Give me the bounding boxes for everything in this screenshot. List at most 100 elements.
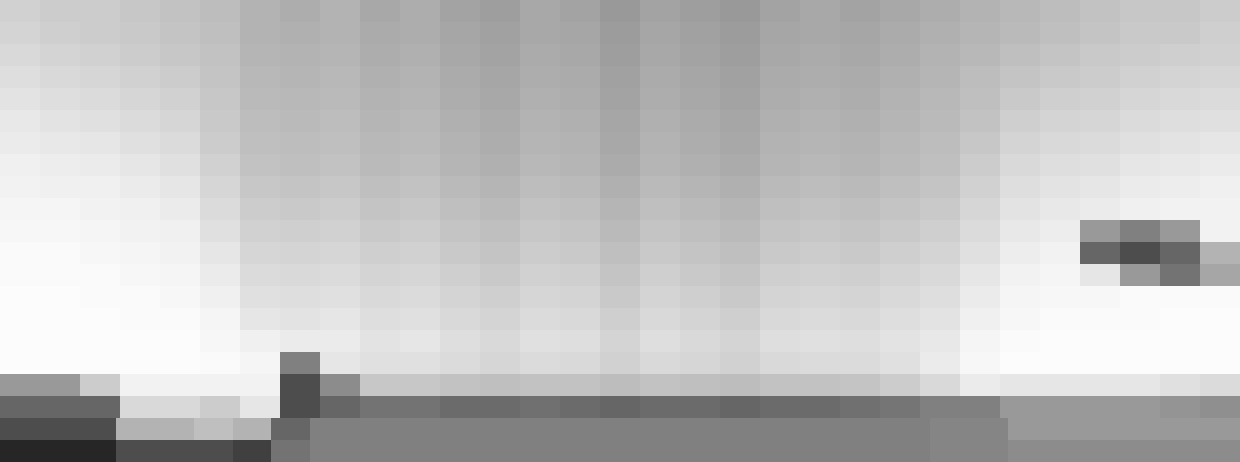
- cell: [0, 308, 41, 331]
- cell: [880, 264, 921, 287]
- cell: [120, 132, 161, 155]
- cell: [440, 110, 481, 133]
- cell: [600, 242, 641, 265]
- cell: [1120, 154, 1161, 177]
- cell: [560, 110, 601, 133]
- cell: [40, 242, 81, 265]
- cell: [720, 88, 761, 111]
- cell: [155, 418, 194, 441]
- cell: [1080, 374, 1121, 397]
- cell: [80, 66, 121, 89]
- cell: [1040, 44, 1081, 67]
- cell: [640, 198, 681, 221]
- cell: [320, 242, 361, 265]
- cell: [880, 176, 921, 199]
- cell: [80, 286, 121, 309]
- cell: [520, 220, 561, 243]
- cell: [40, 22, 81, 45]
- cell: [480, 308, 521, 331]
- cell: [440, 176, 481, 199]
- cell: [1040, 66, 1081, 89]
- cell: [760, 0, 801, 23]
- cell: [520, 22, 561, 45]
- cell: [1080, 286, 1121, 309]
- cell: [620, 440, 659, 462]
- cell: [240, 330, 281, 353]
- cell: [1120, 242, 1161, 265]
- cell: [640, 330, 681, 353]
- cell: [160, 88, 201, 111]
- cell: [560, 66, 601, 89]
- cell: [960, 132, 1001, 155]
- cell: [440, 22, 481, 45]
- cell: [720, 330, 761, 353]
- cell: [120, 308, 161, 331]
- cell: [960, 198, 1001, 221]
- cell: [680, 66, 721, 89]
- cell: [640, 374, 681, 397]
- cell: [280, 66, 321, 89]
- cell: [1200, 330, 1240, 353]
- cell: [600, 330, 641, 353]
- cell: [1200, 242, 1240, 265]
- cell: [720, 198, 761, 221]
- cell: [1040, 0, 1081, 23]
- cell: [0, 330, 41, 353]
- cell: [800, 22, 841, 45]
- cell: [480, 264, 521, 287]
- cell: [440, 396, 481, 419]
- cell: [1000, 330, 1041, 353]
- cell: [1200, 374, 1240, 397]
- cell: [960, 44, 1001, 67]
- cell: [1120, 396, 1161, 419]
- cell: [1040, 374, 1081, 397]
- cell: [640, 132, 681, 155]
- cell: [480, 154, 521, 177]
- cell: [80, 396, 121, 419]
- cell: [560, 220, 601, 243]
- cell: [200, 154, 241, 177]
- cell: [360, 264, 401, 287]
- cell: [80, 44, 121, 67]
- cell: [40, 44, 81, 67]
- cell: [800, 154, 841, 177]
- cell: [800, 286, 841, 309]
- cell: [880, 154, 921, 177]
- cell: [1200, 0, 1240, 23]
- cell: [80, 330, 121, 353]
- cell: [155, 440, 194, 462]
- cell: [320, 176, 361, 199]
- cell: [1000, 242, 1041, 265]
- cell: [194, 418, 233, 441]
- cell: [40, 198, 81, 221]
- cell: [240, 286, 281, 309]
- cell: [360, 110, 401, 133]
- cell: [840, 154, 881, 177]
- cell: [880, 286, 921, 309]
- cell: [1163, 418, 1202, 441]
- cell: [80, 154, 121, 177]
- cell: [120, 374, 161, 397]
- cell: [920, 286, 961, 309]
- cell: [360, 330, 401, 353]
- cell: [1160, 88, 1201, 111]
- cell: [680, 110, 721, 133]
- cell: [480, 374, 521, 397]
- cell: [0, 110, 41, 133]
- cell: [920, 66, 961, 89]
- cell: [120, 176, 161, 199]
- cell: [520, 374, 561, 397]
- cell: [840, 22, 881, 45]
- cell: [1000, 352, 1041, 375]
- cell: [40, 0, 81, 23]
- cell: [1000, 264, 1041, 287]
- cell: [880, 396, 921, 419]
- cell: [720, 66, 761, 89]
- cell: [520, 88, 561, 111]
- cell: [543, 418, 582, 441]
- cell: [775, 418, 814, 441]
- cell: [160, 22, 201, 45]
- cell: [1000, 22, 1041, 45]
- cell: [880, 374, 921, 397]
- cell: [280, 110, 321, 133]
